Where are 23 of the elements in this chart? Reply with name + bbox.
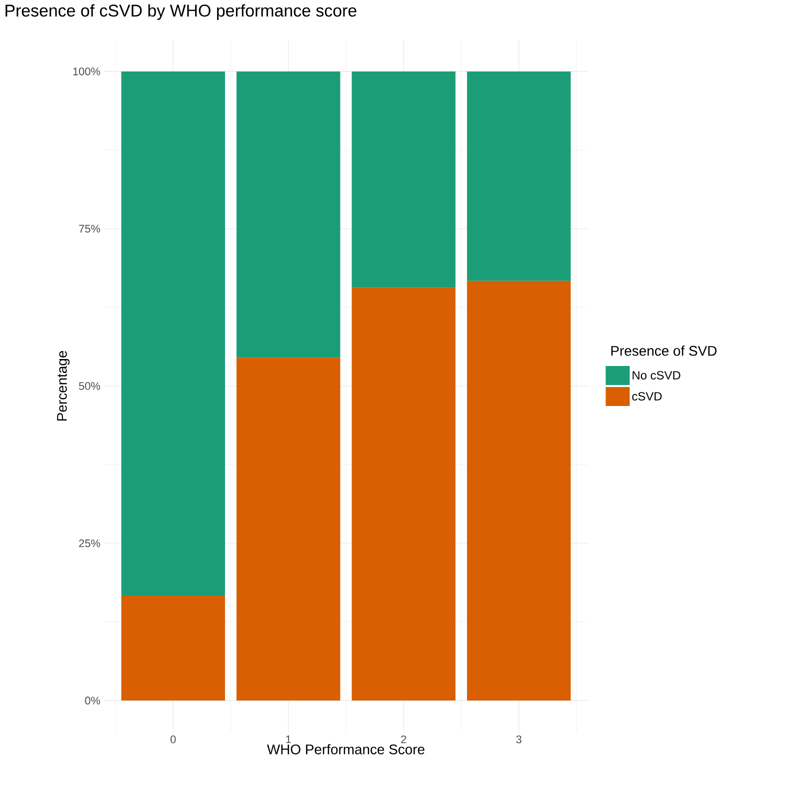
y-axis-title: Percentage <box>57 350 70 421</box>
x-tick-label: 3 <box>516 736 522 744</box>
x-tick-label: 1 <box>286 736 291 744</box>
bar <box>352 288 456 701</box>
legend-label: cSVD <box>632 392 662 401</box>
legend-title: Presence of SVD <box>611 346 717 356</box>
x-tick-label: 0 <box>170 736 176 744</box>
bar <box>121 71 225 596</box>
y-tick-label: 100% <box>73 68 100 76</box>
bar <box>121 595 225 701</box>
y-tick-label: 0% <box>85 696 100 704</box>
legend-label: No cSVD <box>632 371 680 380</box>
y-tick-label: 75% <box>79 224 100 233</box>
y-tick-label: 50% <box>78 382 100 390</box>
y-tick-label: 25% <box>79 539 100 548</box>
bar <box>467 71 571 281</box>
bar <box>236 358 340 701</box>
bar <box>236 71 340 358</box>
bar <box>352 71 456 288</box>
x-axis-title: WHO Performance Score <box>267 744 424 754</box>
bar <box>467 280 571 701</box>
x-tick-label: 2 <box>401 736 406 744</box>
chart-title: Presence of cSVD by WHO performance score <box>6 4 356 20</box>
